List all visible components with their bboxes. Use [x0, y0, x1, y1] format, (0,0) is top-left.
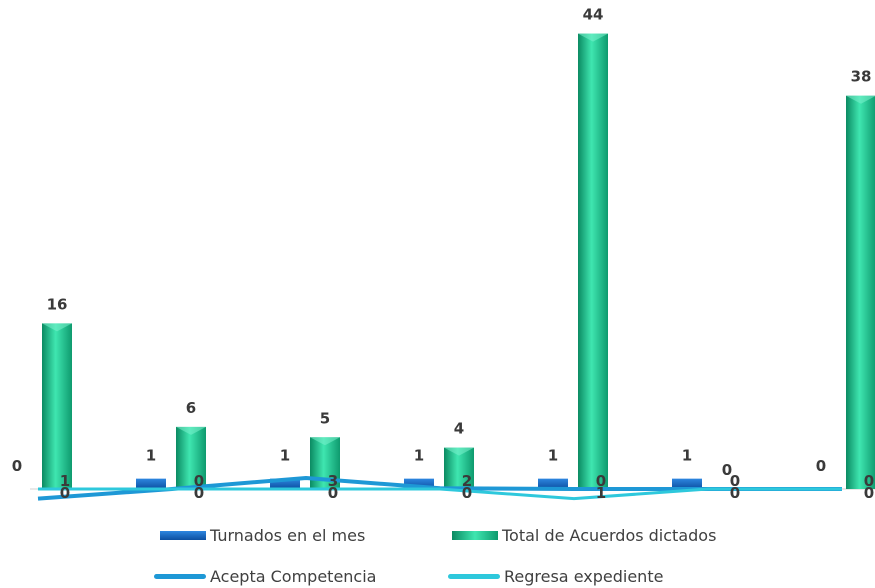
bar-turnados-3	[404, 478, 434, 489]
bar-acuerdos-cap-6	[846, 95, 875, 104]
label-regresa-5: 0	[730, 484, 740, 502]
label-acuerdos-4: 44	[583, 6, 604, 24]
label-turnados-2: 1	[280, 447, 290, 465]
label-turnados-5: 1	[682, 447, 692, 465]
label-acuerdos-3: 4	[454, 420, 464, 438]
bar-acuerdos-6	[846, 95, 875, 489]
label-acepta-5: 0	[730, 472, 740, 490]
bar-turnados-5	[672, 478, 702, 489]
bar-turnados-4	[538, 478, 568, 489]
label-acuerdos-1: 6	[186, 399, 196, 417]
label-acepta-1: 0	[194, 472, 204, 490]
label-acepta-4: 0	[596, 472, 606, 490]
bar-turnados-2	[270, 478, 300, 489]
bar-acuerdos-cap-2	[310, 437, 340, 446]
label-regresa-0: 0	[60, 484, 70, 502]
label-acuerdos-0: 16	[47, 295, 68, 313]
label-acepta-6: 0	[864, 472, 874, 490]
label-regresa-4: 1	[596, 484, 606, 502]
bar-acuerdos-cap-1	[176, 426, 206, 435]
label-acuerdos-2: 5	[320, 409, 330, 427]
label-regresa-1: 0	[194, 484, 204, 502]
label-acepta-0: 1	[60, 472, 70, 490]
label-regresa-6: 0	[864, 484, 874, 502]
label-acepta-3: 2	[462, 472, 472, 490]
label-turnados-0: 0	[12, 457, 22, 475]
line-series-regresa	[38, 487, 842, 501]
label-regresa-3: 0	[462, 484, 472, 502]
label-regresa-2: 0	[328, 484, 338, 502]
label-turnados-1: 1	[146, 447, 156, 465]
label-turnados-6: 0	[816, 457, 826, 475]
bar-turnados-1	[136, 478, 166, 489]
bar-acuerdos-cap-3	[444, 447, 474, 456]
bar-acuerdos-cap-0	[42, 323, 72, 332]
label-turnados-3: 1	[414, 447, 424, 465]
label-acuerdos-6: 38	[851, 68, 872, 86]
bar-acuerdos-0	[42, 323, 72, 489]
label-acepta-2: 3	[328, 472, 338, 490]
label-turnados-4: 1	[548, 447, 558, 465]
bar-acuerdos-4	[578, 33, 608, 489]
bar-acuerdos-1	[176, 426, 206, 489]
bar-acuerdos-cap-4	[578, 33, 608, 42]
label-acuerdos-5: 0	[722, 461, 732, 479]
